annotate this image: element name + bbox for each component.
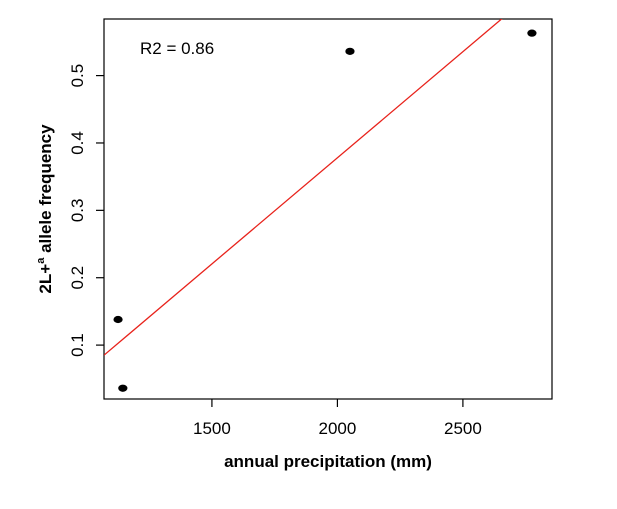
- y-tick-label: 0.3: [68, 199, 87, 223]
- x-tick-label: 2000: [318, 419, 356, 438]
- data-points: [113, 29, 537, 392]
- y-tick-label: 0.5: [68, 64, 87, 88]
- plot-area-frame: [103, 18, 553, 400]
- y-tick-label: 0.2: [68, 266, 87, 290]
- r-squared-annotation: R2 = 0.86: [140, 39, 214, 58]
- x-tick-label: 1500: [193, 419, 231, 438]
- data-point: [113, 315, 123, 324]
- data-point: [345, 47, 355, 55]
- data-point: [527, 29, 537, 37]
- y-axis-label-superscript: a: [35, 257, 47, 264]
- y-axis: 0.1 0.2 0.3 0.4 0.5: [68, 64, 104, 357]
- data-point: [118, 384, 128, 392]
- y-axis-label: 2L+a allele frequency: [35, 124, 55, 294]
- y-tick-label: 0.4: [68, 131, 87, 155]
- y-axis-label-base: 2L+: [36, 264, 55, 294]
- regression-line: [104, 19, 503, 356]
- y-tick-label: 0.1: [68, 333, 87, 357]
- x-tick-label: 2500: [444, 419, 482, 438]
- x-axis: 1500 2000 2500: [193, 399, 482, 438]
- x-axis-label: annual precipitation (mm): [224, 452, 432, 471]
- y-axis-label-rest: allele frequency: [36, 124, 55, 258]
